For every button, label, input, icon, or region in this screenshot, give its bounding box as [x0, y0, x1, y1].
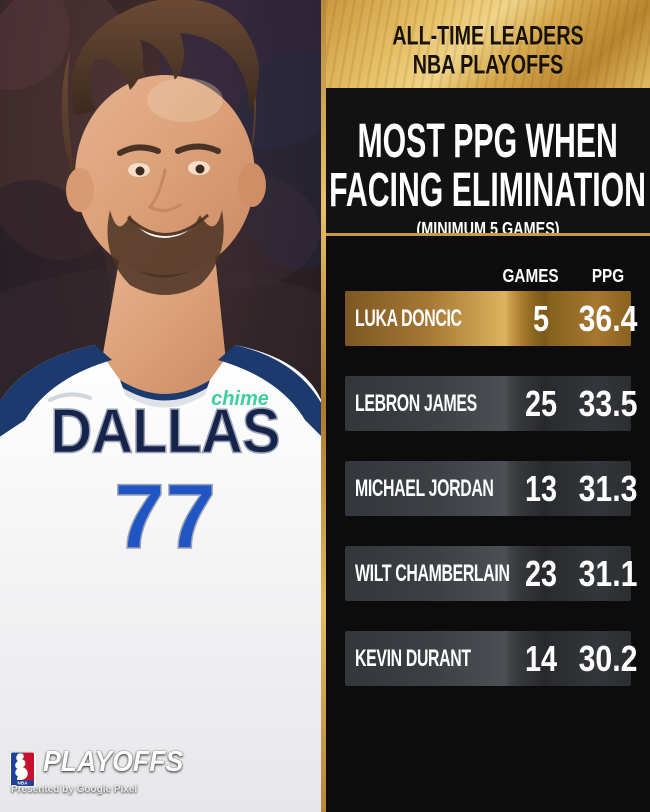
- svg-text:77: 77: [114, 466, 216, 568]
- svg-text:DALLAS: DALLAS: [50, 395, 279, 466]
